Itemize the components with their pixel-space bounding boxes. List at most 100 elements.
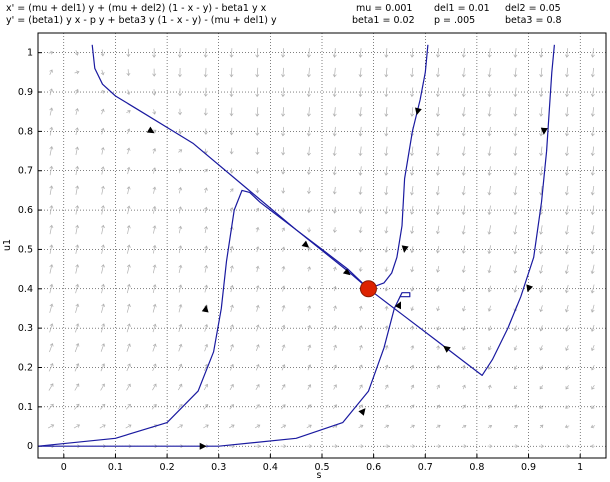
vector-arrow (565, 325, 569, 332)
vector-arrow (384, 87, 389, 98)
y-tick-label: 0.8 (18, 126, 33, 137)
vector-arrow (461, 107, 466, 117)
vector-arrow (306, 67, 311, 78)
vector-arrow (101, 283, 106, 294)
vector-arrow (101, 185, 105, 195)
vector-arrow (565, 385, 569, 390)
vector-arrow (229, 207, 234, 213)
vector-arrow (332, 186, 337, 195)
vector-arrow (307, 246, 311, 252)
vector-arrow (332, 207, 337, 214)
vector-arrow (255, 364, 260, 371)
vector-arrow (281, 67, 286, 78)
vector-arrow (75, 283, 80, 294)
vector-arrow (590, 324, 595, 332)
vector-arrow (230, 188, 234, 193)
vector-arrow (591, 405, 595, 409)
vector-arrow (281, 285, 286, 292)
trajectory-arrowhead (301, 240, 310, 248)
vector-arrow (384, 67, 389, 78)
vector-arrow (100, 383, 106, 391)
vector-arrow (462, 384, 466, 390)
vector-arrow (306, 107, 311, 117)
vector-arrow (384, 384, 389, 390)
vector-arrow (461, 424, 467, 429)
vector-arrow (48, 383, 54, 391)
vector-arrow (461, 48, 466, 58)
vector-arrow (126, 205, 131, 215)
vector-arrow (539, 67, 544, 78)
vector-arrow (565, 48, 569, 58)
vector-arrow (49, 165, 54, 176)
vector-arrow (410, 306, 415, 312)
vector-arrow (539, 244, 543, 255)
vector-arrow (178, 363, 183, 371)
vector-arrow (178, 206, 183, 214)
vector-arrow (564, 166, 569, 176)
vector-arrow (255, 226, 260, 233)
vector-arrow (358, 344, 363, 351)
vector-arrow (384, 424, 390, 429)
vector-arrow (487, 245, 492, 255)
vector-arrow (48, 403, 54, 410)
x-tick-label: 0.6 (366, 462, 381, 473)
y-tick-label: 0 (27, 441, 33, 452)
vector-arrow (513, 185, 518, 196)
vector-arrow (204, 187, 208, 193)
vector-arrow (229, 284, 234, 293)
param-beta3: beta3 = 0.8 (505, 15, 562, 26)
vector-arrow (410, 87, 415, 98)
vector-arrow (307, 305, 312, 312)
vector-arrow (487, 225, 492, 235)
vector-arrow (306, 444, 313, 449)
vector-arrow (229, 148, 234, 155)
trajectory-arrowhead (146, 126, 155, 134)
vector-arrow (49, 343, 54, 353)
vector-arrow (126, 109, 131, 114)
vector-arrow (101, 264, 105, 274)
vector-arrow (590, 264, 595, 275)
vector-arrow (565, 87, 569, 98)
vector-arrow (100, 403, 106, 410)
vector-arrow (436, 404, 440, 409)
vector-arrow (435, 444, 442, 449)
vector-arrow (178, 323, 183, 333)
vector-arrow (152, 205, 157, 214)
vector-arrow (539, 87, 544, 98)
vector-arrow (229, 383, 234, 391)
trajectory-arrowhead (358, 408, 366, 416)
vector-arrow (359, 384, 363, 390)
vector-arrow (436, 364, 441, 370)
vector-arrow (410, 266, 415, 273)
vector-arrow (435, 205, 440, 216)
vector-arrow (487, 126, 492, 137)
vector-arrow (177, 383, 183, 391)
vector-arrow (358, 444, 364, 449)
vector-arrow (101, 224, 105, 235)
vector-arrow (591, 364, 595, 371)
vector-arrow (358, 305, 363, 311)
vector-arrow (281, 147, 286, 156)
vector-arrow (229, 265, 234, 273)
vector-arrow (590, 48, 595, 58)
vector-arrow (178, 264, 183, 273)
vector-arrow (152, 186, 157, 194)
vector-arrow (229, 87, 234, 98)
vector-arrow (307, 404, 312, 410)
vector-arrow (47, 424, 55, 429)
vector-arrow (358, 126, 363, 137)
vector-arrow (487, 305, 492, 312)
vector-arrow (152, 225, 157, 234)
trajectory-arrowhead (199, 442, 207, 450)
vector-arrow (152, 383, 157, 391)
vector-arrow (49, 224, 54, 235)
vector-arrow (513, 365, 518, 370)
vector-arrow (513, 48, 518, 58)
vector-arrow (152, 88, 157, 96)
vector-arrow (178, 225, 183, 234)
vector-arrow (152, 109, 157, 115)
vector-arrow (204, 226, 208, 233)
vector-arrow (49, 303, 54, 313)
vector-arrow (539, 444, 545, 449)
vector-arrow (255, 188, 260, 194)
